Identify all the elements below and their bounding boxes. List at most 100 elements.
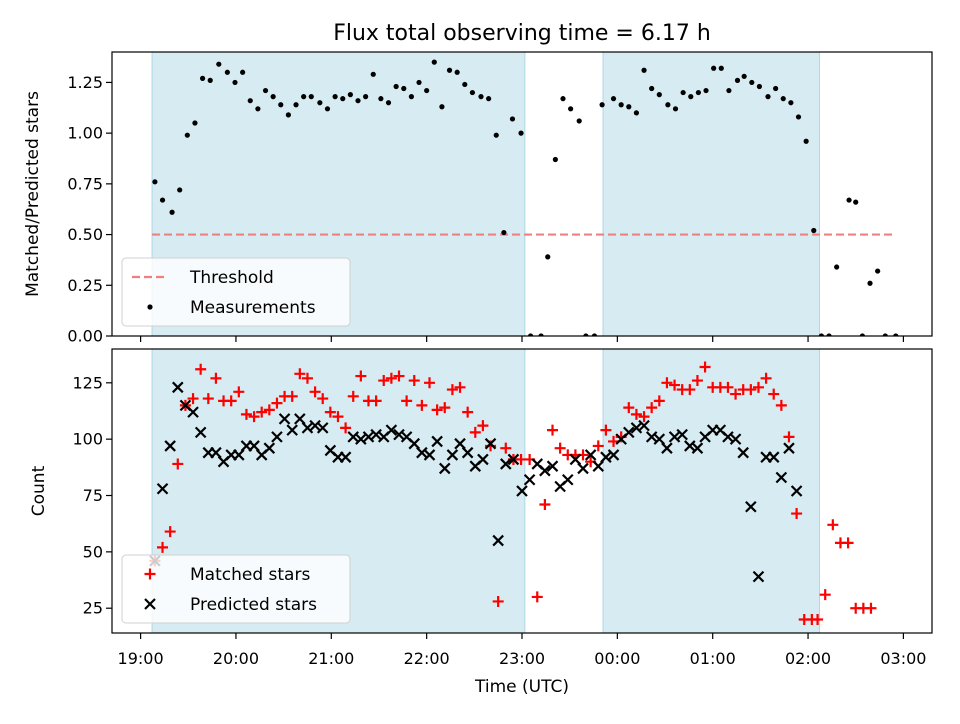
data-point [695, 89, 701, 96]
data-point [756, 83, 763, 90]
data-point [576, 118, 582, 124]
data-point [760, 372, 772, 384]
legend-marker [144, 598, 156, 610]
data-point [745, 384, 757, 396]
data-point [641, 67, 647, 73]
data-point [301, 372, 313, 384]
data-point [216, 61, 222, 67]
data-point [819, 589, 831, 601]
data-point [431, 59, 437, 65]
data-point [703, 87, 709, 94]
data-point [416, 79, 422, 86]
y-tick-label: 0.25 [67, 276, 103, 295]
data-point [672, 106, 679, 112]
data-point [423, 449, 436, 461]
data-point [263, 442, 276, 454]
data-point [600, 424, 612, 436]
data-point [301, 94, 307, 100]
data-point [752, 381, 764, 393]
data-point [454, 381, 466, 393]
legend-marker [147, 304, 153, 310]
series-predicted-stars [149, 381, 803, 583]
data-point [408, 375, 420, 387]
data-point [730, 388, 742, 400]
data-point [247, 98, 253, 104]
data-point [172, 458, 184, 470]
data-point [385, 424, 398, 436]
bottom-y-axis-label: Count [29, 465, 49, 516]
data-point [591, 333, 598, 336]
data-point [607, 449, 620, 461]
data-point [545, 254, 551, 260]
data-point [630, 408, 642, 420]
data-point [722, 381, 734, 393]
data-point [688, 94, 694, 100]
y-tick-label: 0.00 [67, 327, 103, 346]
x-tick-label: 02:00 [785, 649, 831, 668]
y-tick-label: 1.00 [67, 124, 103, 143]
x-axis: 19:00 20:00 21:00 22:00 23:00 00:00 01:00 02:00… [118, 649, 927, 668]
data-point [577, 462, 589, 475]
data-point [454, 69, 460, 75]
data-point [424, 87, 430, 94]
data-point [826, 333, 832, 336]
data-point [347, 390, 359, 402]
data-point [661, 377, 673, 389]
data-point [255, 106, 261, 112]
data-point [187, 393, 199, 405]
data-point [332, 94, 338, 100]
data-point [538, 333, 544, 336]
data-point [812, 613, 824, 625]
data-point [194, 426, 207, 439]
data-point [676, 428, 688, 441]
top-panel: 0.00 0.25 0.50 0.75 1.00 1.25 Matched/Predicte… [23, 51, 933, 346]
data-point [401, 395, 413, 407]
data-point [446, 384, 458, 396]
data-point [768, 388, 780, 400]
data-point [285, 112, 291, 118]
data-point [865, 602, 877, 614]
data-point [568, 106, 574, 112]
y-tick-label: 0.75 [67, 174, 103, 193]
data-point [462, 406, 474, 418]
data-point [623, 426, 635, 439]
data-point [803, 138, 809, 144]
x-tick-label: 22:00 [404, 649, 450, 668]
top-legend: Threshold Measurements [121, 257, 351, 327]
data-point [773, 85, 779, 92]
data-point [207, 77, 213, 83]
data-point [340, 422, 352, 434]
data-point [262, 87, 269, 94]
data-point [656, 92, 662, 98]
data-point [177, 187, 183, 193]
data-point [599, 102, 605, 108]
data-point [560, 96, 566, 102]
data-point [293, 102, 299, 108]
data-point [317, 393, 329, 405]
data-point [401, 85, 407, 92]
data-point [775, 471, 788, 484]
data-point [493, 132, 499, 138]
data-point [691, 375, 703, 387]
data-point [741, 73, 747, 79]
x-axis-label: Time (UTC) [474, 677, 569, 697]
data-point [547, 424, 559, 436]
data-point [157, 541, 169, 553]
data-point [408, 94, 414, 100]
data-point [842, 537, 854, 549]
x-tick-label: 19:00 [118, 649, 164, 668]
data-point [164, 440, 176, 452]
y-tick-label: 1.25 [67, 73, 103, 92]
y-tick-label: 125 [72, 373, 103, 392]
data-point [665, 102, 671, 108]
data-point [633, 110, 640, 116]
data-point [347, 92, 353, 98]
data-point [469, 89, 476, 96]
data-point [531, 591, 543, 603]
x-tick-label: 21:00 [308, 649, 354, 668]
data-point [233, 386, 245, 398]
data-point [332, 411, 344, 423]
data-point [378, 375, 390, 387]
data-point [172, 381, 184, 394]
